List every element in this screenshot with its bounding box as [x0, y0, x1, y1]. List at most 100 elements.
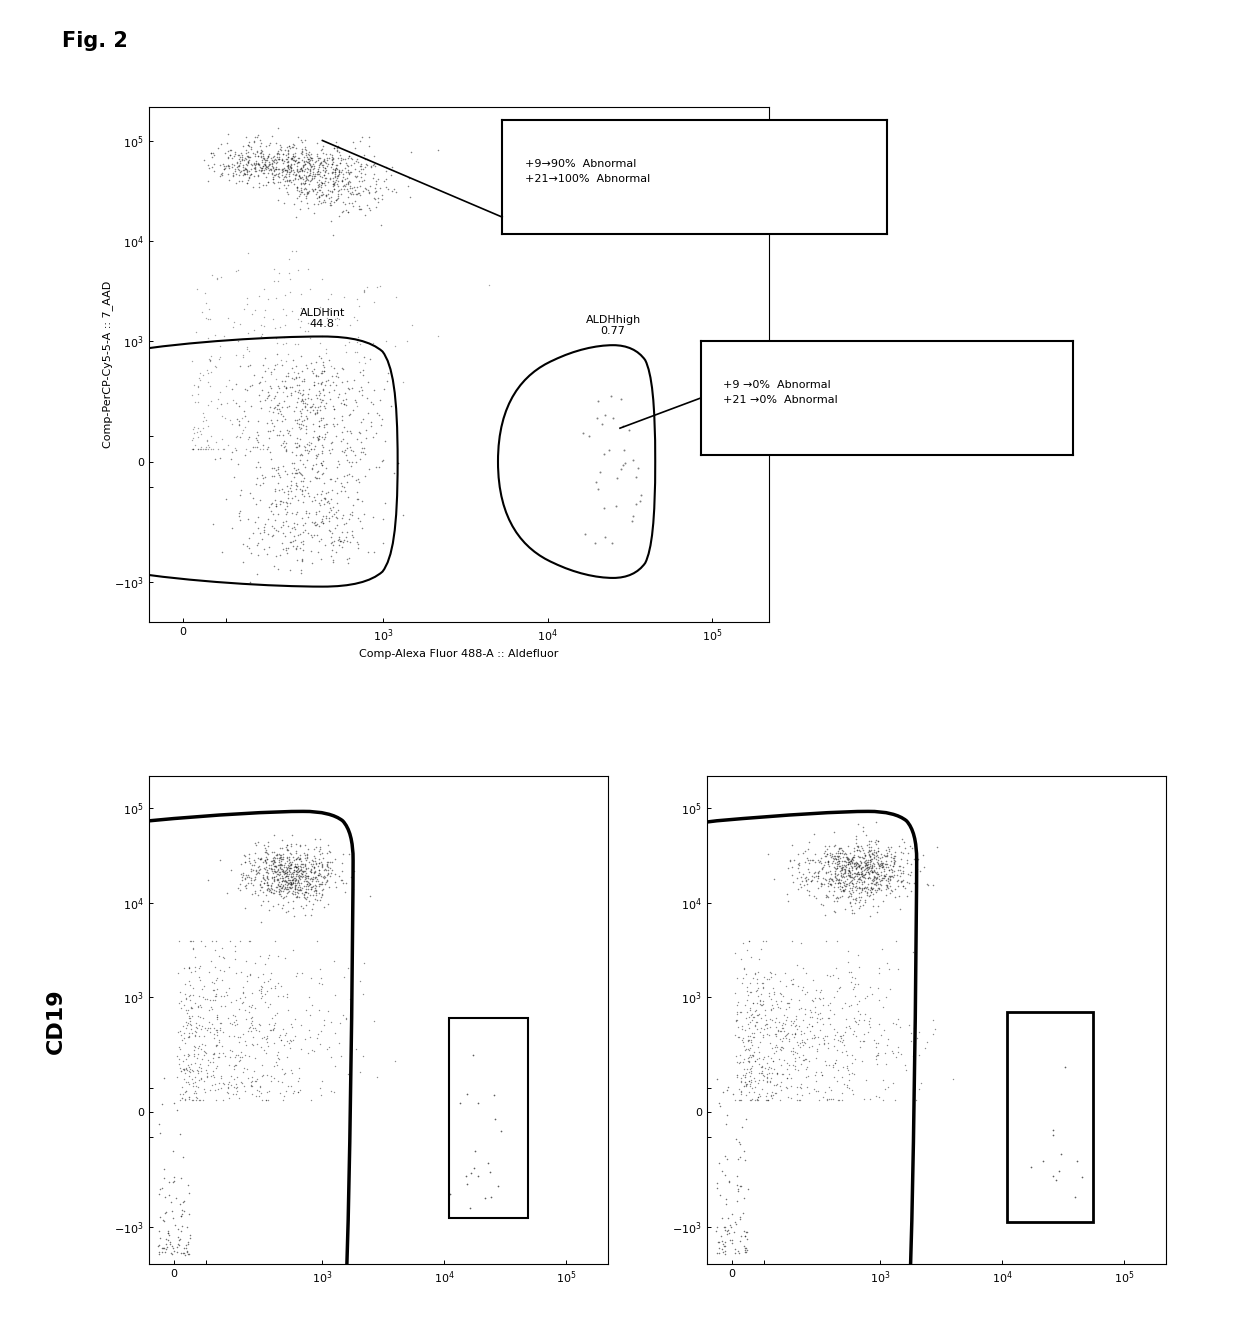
Point: [200, 308, 219, 329]
Point: [207, 269, 227, 290]
Point: [274, 174, 294, 195]
Point: [805, 866, 825, 887]
Point: [792, 870, 812, 891]
Point: [800, 999, 820, 1021]
Point: [284, 906, 304, 927]
Point: [242, 163, 262, 185]
Point: [1043, 1165, 1063, 1187]
Point: [749, 1053, 769, 1074]
Point: [237, 162, 257, 183]
Point: [253, 151, 273, 173]
Point: [250, 848, 270, 870]
Point: [201, 438, 221, 459]
Point: [771, 1036, 791, 1057]
Point: [246, 157, 265, 178]
Point: [761, 962, 781, 983]
Point: [849, 883, 869, 904]
Point: [267, 459, 286, 480]
Point: [249, 153, 269, 174]
Point: [428, 139, 448, 161]
Point: [294, 871, 314, 892]
Point: [808, 876, 828, 898]
Point: [309, 852, 329, 874]
Point: [219, 145, 239, 166]
Point: [246, 860, 265, 882]
Point: [233, 551, 253, 573]
Point: [308, 403, 327, 424]
Point: [288, 879, 308, 900]
Point: [314, 859, 334, 880]
Point: [273, 162, 293, 183]
Point: [841, 850, 861, 871]
Point: [864, 847, 884, 868]
Point: [258, 149, 278, 170]
Point: [275, 860, 295, 882]
Point: [851, 1036, 870, 1057]
Point: [852, 860, 872, 882]
Point: [273, 298, 293, 320]
Point: [149, 1242, 169, 1263]
Point: [842, 856, 862, 878]
Point: [350, 195, 370, 217]
Point: [288, 1081, 308, 1103]
Point: [327, 139, 347, 161]
Point: [316, 185, 336, 206]
Point: [820, 1077, 839, 1098]
Point: [864, 855, 884, 876]
Point: [327, 306, 347, 328]
Point: [285, 1025, 305, 1046]
Point: [339, 161, 358, 182]
Point: [573, 421, 593, 443]
Point: [215, 986, 234, 1008]
Point: [760, 999, 780, 1021]
Point: [227, 962, 247, 983]
Point: [883, 866, 903, 887]
Point: [286, 886, 306, 907]
Point: [252, 975, 272, 997]
Point: [288, 876, 308, 898]
Point: [223, 1012, 243, 1033]
Point: [339, 487, 358, 508]
Point: [188, 1076, 208, 1097]
Point: [883, 864, 903, 886]
Point: [862, 983, 882, 1005]
Point: [872, 854, 892, 875]
Point: [807, 1008, 827, 1029]
Point: [890, 898, 910, 919]
Point: [794, 863, 813, 884]
Point: [346, 391, 366, 412]
Point: [237, 173, 257, 194]
Point: [272, 371, 291, 392]
Point: [906, 850, 926, 871]
Point: [275, 876, 295, 898]
Point: [591, 413, 611, 435]
Point: [291, 883, 311, 904]
Point: [848, 862, 868, 883]
Point: [296, 146, 316, 167]
Point: [866, 842, 885, 863]
Point: [267, 153, 286, 174]
Point: [321, 162, 341, 183]
Point: [248, 545, 268, 566]
Point: [299, 150, 319, 171]
Point: [284, 361, 304, 383]
Point: [211, 266, 231, 288]
Point: [315, 534, 335, 555]
Point: [728, 991, 748, 1013]
Point: [306, 365, 326, 387]
Point: [263, 146, 283, 167]
Point: [164, 1240, 184, 1262]
Point: [237, 339, 257, 360]
Point: [843, 848, 863, 870]
Point: [738, 1029, 758, 1050]
Point: [289, 165, 309, 186]
Point: [878, 871, 898, 892]
Point: [319, 349, 339, 371]
Point: [247, 535, 267, 557]
Point: [273, 150, 293, 171]
Point: [237, 163, 257, 185]
Point: [263, 157, 283, 178]
Point: [206, 930, 226, 951]
Point: [846, 832, 866, 854]
Point: [262, 1008, 281, 1029]
